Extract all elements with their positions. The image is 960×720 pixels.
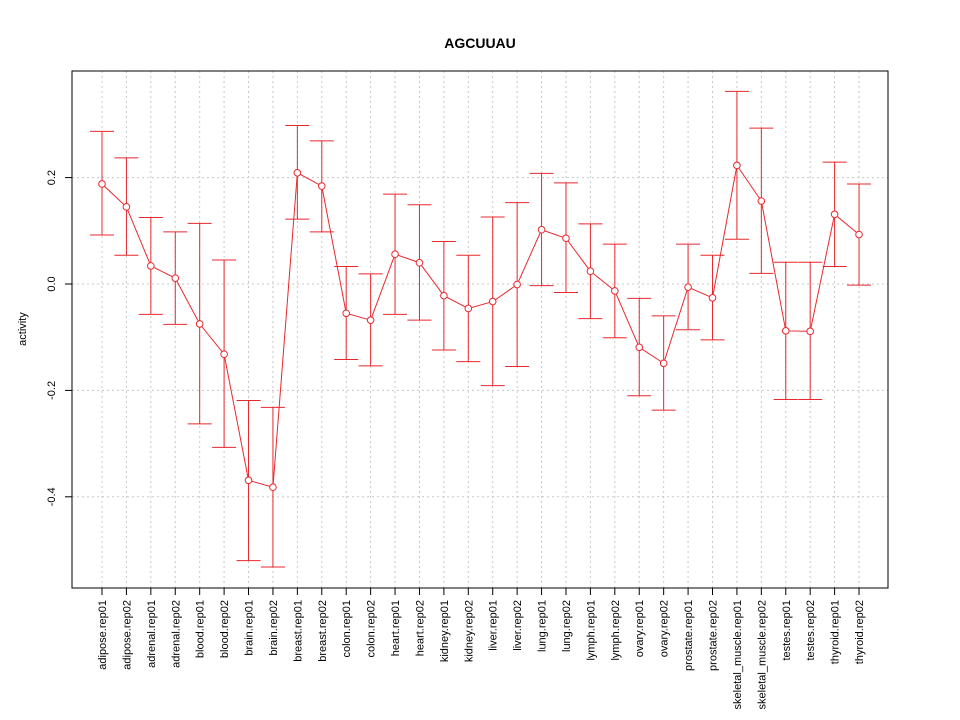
data-point bbox=[684, 283, 692, 291]
x-tick-label: adipose.rep02 bbox=[121, 600, 133, 670]
data-point bbox=[317, 182, 326, 190]
x-tick-label: adrenal.rep01 bbox=[146, 600, 158, 668]
x-tick-label: prostate.rep02 bbox=[708, 600, 720, 671]
x-tick-label: brain.rep02 bbox=[268, 600, 280, 656]
x-tick-label: blood.rep02 bbox=[219, 600, 231, 658]
data-point bbox=[757, 197, 766, 205]
data-point bbox=[391, 250, 399, 259]
x-tick-label: kidney.rep01 bbox=[439, 600, 451, 662]
data-point bbox=[293, 169, 302, 177]
x-tick-label: adipose.rep01 bbox=[97, 600, 109, 670]
data-point bbox=[513, 280, 521, 289]
x-tick-label: kidney.rep02 bbox=[463, 600, 475, 662]
series-line bbox=[101, 164, 860, 488]
data-point bbox=[98, 180, 106, 188]
data-point bbox=[586, 267, 595, 276]
x-tick-label: lymph.rep02 bbox=[610, 600, 622, 661]
series-points bbox=[98, 161, 863, 492]
series-polyline bbox=[101, 164, 860, 488]
x-tick-label: skeletal_muscle.rep01 bbox=[732, 600, 744, 709]
x-tick-label: ovary.rep01 bbox=[634, 600, 646, 657]
data-point bbox=[464, 304, 473, 313]
data-point bbox=[195, 320, 204, 328]
x-tick-label: breast.rep02 bbox=[317, 600, 329, 662]
x-tick-label: breast.rep01 bbox=[292, 600, 304, 662]
data-point bbox=[440, 291, 448, 300]
x-tick-label: skeletal_muscle.rep02 bbox=[756, 600, 768, 709]
x-tick-label: testes.rep02 bbox=[805, 600, 817, 661]
x-tick-label: prostate.rep01 bbox=[683, 600, 695, 671]
plot-frame bbox=[71, 70, 889, 589]
x-tick-label: liver.rep02 bbox=[512, 600, 524, 651]
x-axis: adipose.rep01 adipose.rep02 adrenal.rep01 a… bbox=[97, 588, 866, 709]
data-point bbox=[635, 343, 644, 352]
data-point bbox=[830, 210, 839, 219]
x-tick-label: thyroid.rep02 bbox=[854, 600, 866, 664]
data-point bbox=[708, 294, 717, 302]
data-point bbox=[562, 234, 570, 243]
x-tick-label: testes.rep01 bbox=[781, 600, 793, 661]
data-point bbox=[415, 258, 424, 267]
x-tick-label: colon.rep02 bbox=[366, 600, 378, 658]
data-point bbox=[488, 297, 497, 306]
data-point bbox=[366, 316, 375, 324]
x-tick-label: ovary.rep02 bbox=[659, 600, 671, 657]
data-point bbox=[733, 161, 741, 170]
data-point bbox=[781, 327, 790, 335]
x-tick-label: lung.rep01 bbox=[537, 600, 549, 652]
data-point bbox=[220, 350, 228, 359]
y-tick-label: 0.2 bbox=[46, 170, 58, 185]
x-tick-label: brain.rep01 bbox=[244, 600, 256, 656]
x-tick-label: liver.rep01 bbox=[488, 600, 500, 651]
x-tick-label: heart.rep02 bbox=[414, 600, 426, 656]
data-point bbox=[611, 287, 619, 295]
data-point bbox=[537, 225, 546, 234]
chart-title: AGCUUAU bbox=[444, 35, 516, 51]
data-point bbox=[855, 230, 863, 239]
x-tick-label: blood.rep01 bbox=[195, 600, 207, 658]
x-tick-label: thyroid.rep01 bbox=[830, 600, 842, 664]
x-tick-label: adrenal.rep02 bbox=[170, 600, 182, 668]
y-axis: -0.4 -0.2 0.0 0.2 bbox=[46, 170, 72, 506]
y-tick-label: -0.2 bbox=[46, 381, 58, 400]
y-axis-label: activity bbox=[17, 312, 29, 346]
y-tick-label: -0.4 bbox=[46, 487, 58, 506]
data-point bbox=[171, 274, 180, 282]
data-point bbox=[806, 327, 814, 336]
data-point bbox=[659, 359, 668, 368]
data-point bbox=[269, 483, 277, 492]
x-tick-label: lung.rep02 bbox=[561, 600, 573, 652]
x-tick-label: colon.rep01 bbox=[341, 600, 353, 658]
x-tick-label: heart.rep01 bbox=[390, 600, 402, 656]
y-tick-label: 0.0 bbox=[46, 276, 58, 291]
data-point bbox=[147, 262, 155, 270]
data-point bbox=[342, 309, 351, 318]
data-point bbox=[122, 203, 131, 211]
x-tick-label: lymph.rep01 bbox=[585, 600, 597, 661]
data-point bbox=[244, 476, 253, 485]
